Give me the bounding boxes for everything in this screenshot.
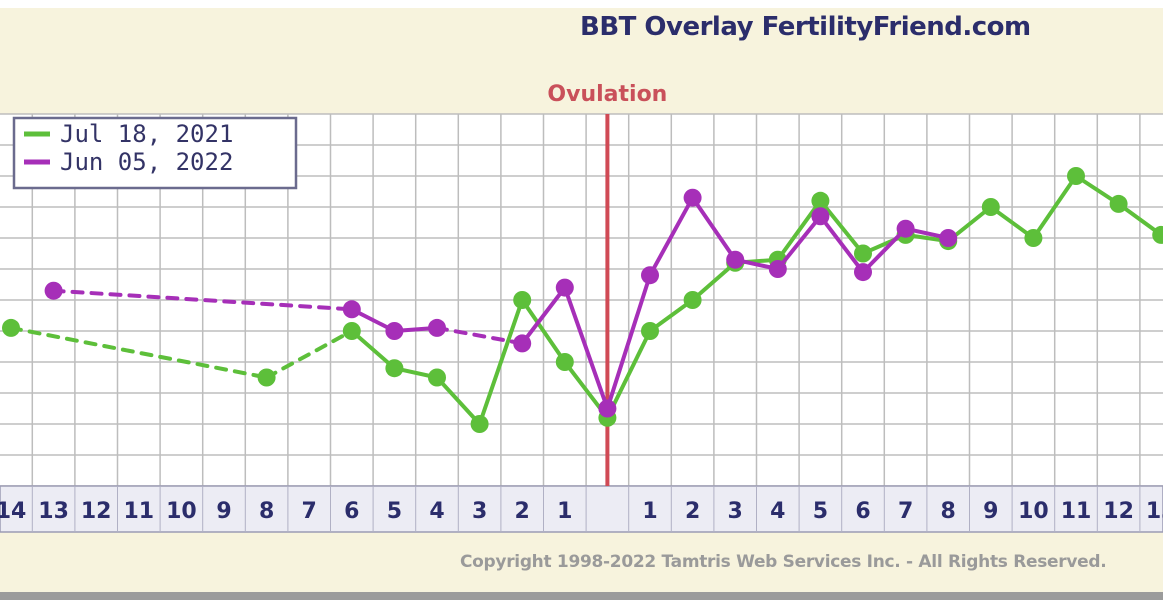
series-1-point: [1067, 167, 1085, 185]
ovulation-label: Ovulation: [547, 82, 667, 107]
series-2-point: [811, 207, 830, 226]
copyright-text: Copyright 1998-2022 Tamtris Web Services…: [460, 552, 1107, 572]
series-2-point: [683, 188, 702, 207]
x-tick-label: 9: [216, 499, 231, 524]
series-1-segment: [775, 198, 823, 262]
x-tick-label: 5: [813, 499, 828, 524]
series-2-point: [854, 263, 872, 282]
x-tick-label: 7: [302, 499, 317, 524]
series-1-segment: [477, 298, 525, 426]
series-1-segment: [690, 260, 738, 302]
series-2-point: [641, 266, 659, 285]
x-tick-label: 14: [0, 499, 26, 524]
series-1-point: [470, 415, 489, 433]
series-1-segment: [349, 329, 397, 371]
series-2-segment: [818, 214, 865, 275]
series-1-point: [555, 353, 574, 371]
series-1-point: [811, 191, 830, 210]
bottom-border: [0, 592, 1163, 600]
series-1-point: [2, 318, 20, 337]
series-1-point: [1024, 229, 1043, 247]
series-2-point: [726, 250, 745, 269]
series-1-segment: [264, 329, 354, 380]
series-2-point: [44, 281, 63, 300]
x-tick-label: 3: [472, 499, 487, 524]
series-1-segment: [520, 298, 567, 364]
x-tick-label: 6: [344, 499, 359, 524]
legend-box: [12, 116, 298, 190]
series-1-point: [981, 198, 1000, 216]
series-1-point: [513, 291, 532, 309]
x-tick-label: 12: [1103, 499, 1134, 524]
series-2-point: [896, 219, 915, 238]
x-tick-label: 13: [38, 499, 69, 524]
series-2-segment: [520, 285, 567, 346]
top-band: [0, 0, 1163, 8]
x-tick-label: 9: [983, 499, 998, 524]
series-2-segment: [605, 273, 652, 411]
series-1-point: [1109, 194, 1128, 213]
series-2-segment: [562, 285, 610, 411]
x-tick-label: 7: [898, 499, 913, 524]
series-2-segment: [775, 214, 823, 271]
series-1-point: [854, 244, 872, 263]
x-tick-label: 6: [855, 499, 870, 524]
series-1-point: [641, 322, 659, 340]
series-2-point: [385, 322, 404, 340]
x-tick-label: 12: [81, 499, 112, 524]
series-2-segment: [435, 325, 525, 346]
series-2-point: [939, 229, 958, 247]
series-2-point: [598, 399, 617, 418]
series-1-point: [385, 359, 404, 378]
x-tick-label: 1: [642, 499, 657, 524]
legend-entry: Jul 18, 2021: [60, 120, 233, 148]
series-2-segment: [648, 195, 695, 278]
series-2-point: [513, 334, 532, 353]
series-1-segment: [1031, 174, 1078, 240]
x-tick-label: 8: [941, 499, 956, 524]
x-tick-label: 1: [557, 499, 572, 524]
series-1-point: [342, 322, 361, 340]
x-tick-label: 2: [685, 499, 700, 524]
x-tick-label: 10: [166, 499, 197, 524]
x-tick-label: 8: [259, 499, 274, 524]
series-2-point: [768, 260, 787, 278]
series-2-point: [342, 300, 361, 319]
series-1-point: [257, 368, 276, 387]
x-tick-label: 11: [1061, 499, 1092, 524]
series-2-segment: [51, 288, 354, 312]
series-2-point: [428, 318, 446, 337]
x-tick-label: 3: [728, 499, 743, 524]
chart-title: BBT Overlay FertilityFriend.com: [580, 12, 1031, 42]
series-1-segment: [818, 198, 865, 256]
legend-entry: Jun 05, 2022: [60, 148, 233, 176]
x-tick-label: 11: [123, 499, 154, 524]
x-tick-label: 5: [387, 499, 402, 524]
x-tick-label: 4: [770, 499, 785, 524]
x-tick-label: 13: [1146, 499, 1163, 524]
x-tick-label: 4: [429, 499, 444, 524]
x-tick-label: 2: [515, 499, 530, 524]
series-2-point: [555, 278, 574, 297]
series-2-segment: [861, 226, 908, 275]
series-1-segment: [435, 375, 482, 426]
series-1-segment: [9, 325, 269, 380]
series-1-point: [683, 291, 702, 309]
series-1-point: [428, 368, 446, 387]
series-1-point: [1152, 225, 1163, 244]
x-tick-label: 10: [1018, 499, 1049, 524]
series-2-segment: [690, 195, 738, 262]
